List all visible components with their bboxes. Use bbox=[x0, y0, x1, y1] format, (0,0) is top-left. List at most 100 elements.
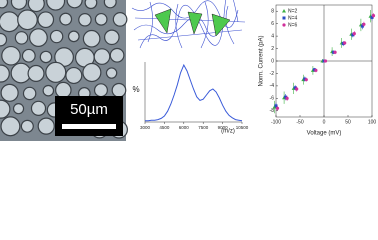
droplet bbox=[93, 48, 111, 65]
iv-chart: -100 -50 0 50 100 -8 -6 -4 -2 0 2 4 6 8 Voltage (mV) No… bbox=[259, 4, 377, 137]
droplet bbox=[78, 13, 92, 27]
droplet bbox=[12, 103, 25, 115]
droplet bbox=[66, 0, 83, 9]
y-tick-label: -6 bbox=[270, 96, 275, 102]
mass-spectrum: 3000 4500 6000 7500 9000 10500(m/z)% bbox=[132, 62, 249, 135]
droplet bbox=[111, 82, 127, 98]
legend-marker bbox=[282, 9, 286, 13]
droplet bbox=[45, 61, 67, 83]
marker bbox=[333, 50, 337, 54]
droplet bbox=[20, 119, 34, 133]
droplet bbox=[27, 0, 45, 13]
marker bbox=[362, 22, 366, 26]
x-tick-label: 6000 bbox=[179, 125, 190, 130]
legend-marker bbox=[282, 23, 286, 27]
droplet bbox=[0, 64, 10, 83]
droplet bbox=[67, 30, 80, 43]
marker bbox=[371, 13, 376, 18]
droplet bbox=[0, 0, 9, 9]
droplet bbox=[0, 99, 11, 119]
polymer-strand bbox=[147, 1, 235, 49]
legend-label: N=4 bbox=[288, 15, 298, 21]
droplet bbox=[65, 66, 83, 85]
droplet bbox=[39, 50, 53, 64]
droplet bbox=[82, 29, 101, 48]
marker bbox=[274, 104, 278, 108]
marker bbox=[295, 87, 299, 91]
x-tick-label: -100 bbox=[271, 119, 281, 125]
droplet bbox=[105, 67, 118, 79]
droplet bbox=[0, 32, 8, 47]
y-tick-label: 4 bbox=[271, 33, 274, 39]
marker bbox=[285, 96, 289, 100]
droplet bbox=[0, 83, 19, 102]
marker bbox=[351, 33, 355, 37]
y-tick-label: -4 bbox=[270, 83, 275, 89]
y-tick-label: 6 bbox=[271, 21, 274, 27]
droplet bbox=[27, 64, 45, 82]
marker bbox=[343, 41, 347, 45]
legend-label: N=6 bbox=[288, 22, 298, 28]
droplet bbox=[29, 28, 48, 48]
droplet bbox=[93, 83, 108, 98]
droplet bbox=[46, 0, 66, 11]
x-axis-label: (m/z) bbox=[221, 129, 235, 135]
polymer-strand bbox=[133, 16, 227, 37]
droplet bbox=[30, 100, 47, 116]
y-tick-label: 0 bbox=[271, 58, 274, 64]
droplet bbox=[42, 84, 55, 97]
x-tick-label: 7500 bbox=[198, 125, 209, 130]
droplet bbox=[109, 47, 125, 63]
y-axis-label: Norm. Current (pA) bbox=[259, 35, 265, 86]
y-tick-label: 2 bbox=[271, 46, 274, 52]
x-tick-label: 100 bbox=[368, 119, 377, 125]
marker bbox=[284, 95, 288, 99]
marker bbox=[314, 68, 318, 72]
droplet bbox=[82, 62, 102, 83]
marker bbox=[293, 86, 297, 90]
droplet bbox=[0, 116, 21, 137]
x-axis-label: Voltage (mV) bbox=[307, 131, 342, 137]
molecule-diagram bbox=[131, 0, 246, 49]
marker bbox=[304, 78, 308, 82]
droplet bbox=[0, 11, 20, 33]
droplet bbox=[55, 81, 72, 99]
droplet bbox=[112, 12, 128, 27]
spectrum-line bbox=[145, 63, 243, 122]
x-tick-label: 10500 bbox=[236, 125, 249, 130]
scale-bar bbox=[62, 124, 116, 129]
marker bbox=[360, 24, 364, 28]
scale-bar-label: 50µm bbox=[70, 101, 108, 118]
y-tick-label: -8 bbox=[270, 108, 275, 114]
droplet bbox=[22, 86, 37, 101]
droplet bbox=[14, 31, 29, 45]
y-tick-label: 8 bbox=[271, 9, 274, 15]
droplet bbox=[17, 9, 38, 31]
x-tick-label: 0 bbox=[323, 119, 326, 125]
x-tick-label: -50 bbox=[296, 119, 303, 125]
legend-label: N=2 bbox=[288, 8, 298, 14]
marker bbox=[275, 106, 280, 110]
droplet bbox=[1, 45, 21, 66]
droplet bbox=[84, 0, 98, 10]
droplet bbox=[10, 0, 28, 10]
x-tick-label: 3000 bbox=[140, 125, 151, 130]
marker bbox=[323, 59, 328, 63]
marker bbox=[312, 68, 316, 72]
droplet bbox=[37, 117, 55, 135]
marker bbox=[370, 15, 374, 19]
droplet bbox=[59, 12, 73, 26]
x-tick-label: 4500 bbox=[159, 125, 170, 130]
marker bbox=[341, 42, 345, 46]
marker bbox=[352, 32, 356, 36]
x-tick-label: 9000 bbox=[218, 125, 229, 130]
droplet bbox=[49, 29, 64, 44]
legend-marker bbox=[282, 16, 286, 20]
y-tick-label: -2 bbox=[270, 71, 275, 77]
scale-bar-box bbox=[55, 96, 123, 136]
marker bbox=[303, 77, 307, 81]
droplet bbox=[103, 0, 117, 9]
droplet bbox=[21, 48, 36, 63]
droplet bbox=[94, 12, 108, 26]
droplet bbox=[37, 11, 55, 29]
